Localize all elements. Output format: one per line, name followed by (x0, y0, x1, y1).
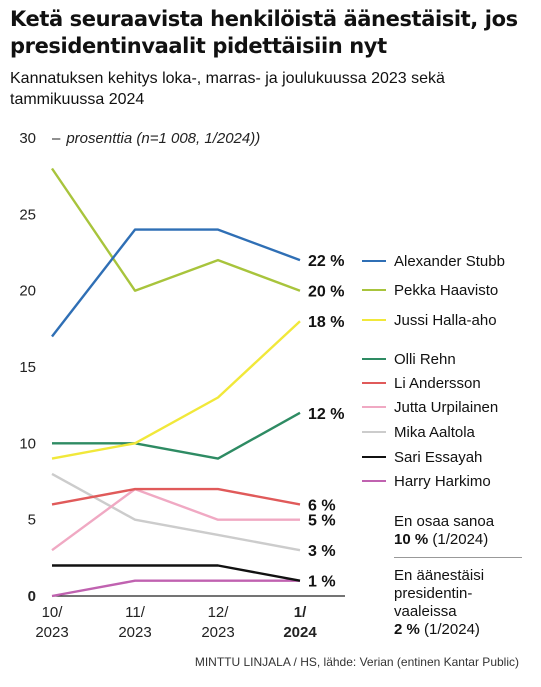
legend-swatch (362, 382, 386, 384)
extra-not-voting-label: En äänestäisi presidentin-vaaleissa (394, 567, 485, 620)
legend-swatch (362, 289, 386, 291)
series-line-olli-rehn (52, 411, 301, 460)
axis-note: – prosenttia (n=1 008, 1/2024)) (52, 130, 260, 147)
data-label-end: 12 % (308, 406, 344, 423)
x-tick-label-year: 2023 (201, 624, 234, 641)
y-tick-label: 20 (19, 283, 36, 300)
y-tick-label: 5 (28, 512, 36, 529)
x-tick-label: 10/ (42, 604, 64, 621)
data-label-end: 20 % (308, 284, 344, 301)
extra-not-voting-date: (1/2024) (424, 621, 480, 638)
chart-title: Ketä seuraavista henkilöistä äänestäisit… (10, 7, 518, 58)
extra-not-voting-value: 2 % (394, 621, 420, 638)
legend-swatch (362, 358, 386, 360)
x-tick-label-year: 2024 (283, 624, 317, 641)
legend-label: Mika Aaltola (394, 423, 475, 441)
legend-swatch (362, 431, 386, 433)
legend-label: Olli Rehn (394, 350, 456, 368)
series-line-sari-essayah (52, 564, 301, 582)
x-tick-label-year: 2023 (35, 624, 68, 641)
x-tick-label-year: 2023 (118, 624, 151, 641)
legend-label: Sari Essayah (394, 448, 483, 466)
note-dash: – (52, 130, 61, 147)
x-tick-label: 12/ (208, 604, 230, 621)
extra-not-voting: En äänestäisi presidentin-vaaleissa 2 % … (394, 567, 529, 639)
legend-label: Li Andersson (394, 374, 481, 392)
y-tick-label: 25 (19, 206, 36, 223)
data-label-end: 22 % (308, 253, 344, 270)
legend-swatch (362, 260, 386, 262)
extra-dont-know-date: (1/2024) (432, 531, 489, 548)
series-line-harry-harkimo (51, 579, 300, 598)
legend-item: Sari Essayah (362, 446, 482, 468)
legend-item: Olli Rehn (362, 348, 456, 370)
data-label-end: 3 % (308, 543, 336, 560)
y-tick-label: 15 (19, 359, 36, 376)
note-text: prosenttia (n=1 008, 1/2024)) (66, 130, 261, 147)
extra-dont-know-label: En osaa sanoa (394, 513, 495, 530)
legend-label: Jussi Halla-aho (394, 311, 497, 329)
extras-divider (394, 557, 522, 558)
legend-label: Harry Harkimo (394, 472, 491, 490)
legend-item: Mika Aaltola (362, 421, 475, 443)
series-line-jussi-halla-aho (51, 320, 301, 460)
series-line-mika-aaltola (51, 472, 301, 552)
legend-swatch (362, 480, 386, 482)
x-tick-label: 11/ (125, 604, 146, 621)
x-tick-label: 1/ (294, 604, 307, 621)
legend-label: Alexander Stubb (394, 252, 505, 270)
legend-swatch (362, 319, 386, 321)
legend-item: Jutta Urpilainen (362, 396, 498, 418)
legend-item: Harry Harkimo (362, 470, 491, 492)
legend-item: Pekka Haavisto (362, 279, 498, 301)
legend-label: Jutta Urpilainen (394, 398, 499, 416)
data-label-end: 1 % (308, 574, 336, 591)
y-tick-label: 30 (19, 130, 36, 147)
legend-item: Jussi Halla-aho (362, 309, 497, 331)
y-tick-label: 10 (19, 435, 36, 452)
legend-item: Li Andersson (362, 372, 481, 394)
data-label-end: 6 % (308, 497, 336, 514)
y-tick-label: 0 (28, 588, 36, 605)
data-label-end: 5 % (308, 513, 336, 530)
extra-dont-know-value: 10 % (394, 531, 429, 548)
series-line-jutta-urpilainen (51, 487, 300, 552)
series-line-alexander-stubb (51, 228, 301, 338)
legend-label: Pekka Haavisto (394, 281, 499, 299)
series-line-li-andersson (51, 487, 301, 506)
chart-subtitle: Kannatuksen kehitys loka-, marras- ja jo… (10, 70, 445, 108)
legend-swatch (362, 406, 386, 408)
legend-swatch (362, 456, 386, 458)
extra-dont-know: En osaa sanoa 10 % (1/2024) (394, 513, 529, 549)
series-line-pekka-haavisto (51, 167, 301, 292)
data-label-end: 18 % (308, 314, 344, 331)
legend-item: Alexander Stubb (362, 250, 505, 272)
source-credit: MINTTU LINJALA / HS, lähde: Verian (enti… (194, 655, 519, 669)
